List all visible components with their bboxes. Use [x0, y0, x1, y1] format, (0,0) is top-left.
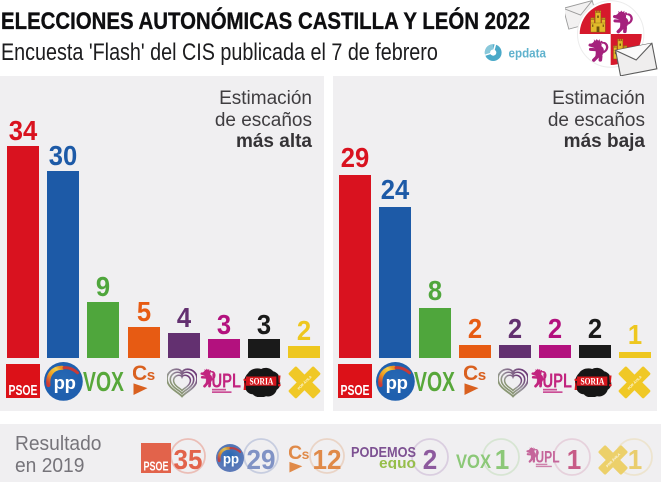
- svg-text:VOX: VOX: [414, 371, 456, 395]
- svg-text:equo: equo: [379, 455, 416, 469]
- svg-text:UPL: UPL: [535, 447, 559, 466]
- svg-text:s: s: [302, 445, 310, 461]
- svg-text:C: C: [464, 365, 478, 385]
- svg-text:epdata: epdata: [509, 46, 547, 60]
- svg-text:SORIA: SORIA: [580, 377, 604, 387]
- svg-text:UPL: UPL: [542, 369, 572, 392]
- svg-text:s: s: [478, 367, 486, 384]
- svg-text:VOX: VOX: [456, 454, 491, 472]
- svg-text:VOX: VOX: [83, 371, 125, 395]
- svg-text:SORIA: SORIA: [249, 377, 273, 387]
- svg-text:!: !: [277, 371, 281, 390]
- svg-text:s: s: [147, 367, 155, 384]
- svg-text:¡: ¡: [242, 371, 248, 390]
- svg-text:pp: pp: [223, 451, 239, 466]
- svg-text:C: C: [133, 365, 147, 385]
- svg-text:UPL: UPL: [212, 369, 242, 392]
- svg-text:PSOE: PSOE: [340, 382, 369, 398]
- svg-text:C: C: [289, 445, 302, 464]
- svg-text:¡: ¡: [573, 371, 579, 390]
- svg-text:pp: pp: [53, 372, 75, 393]
- svg-text:!: !: [607, 371, 611, 390]
- svg-text:PODEMOS: PODEMOS: [351, 446, 416, 461]
- svg-text:pp: pp: [385, 372, 407, 393]
- svg-text:PSOE: PSOE: [144, 458, 169, 473]
- svg-text:PSOE: PSOE: [8, 382, 37, 398]
